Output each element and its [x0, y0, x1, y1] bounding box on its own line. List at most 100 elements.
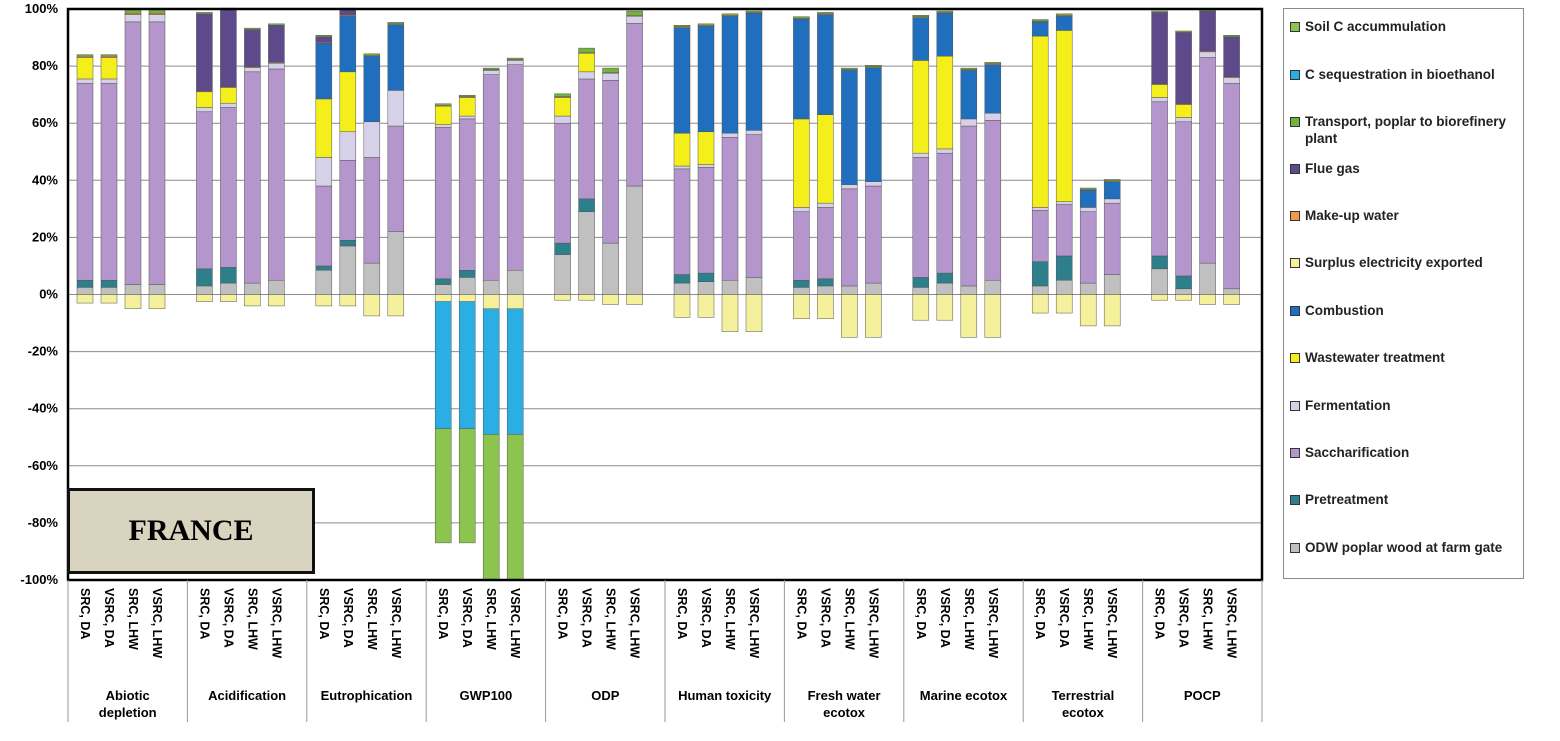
- bar-segment: Saccharification: [984, 120, 1002, 281]
- bar-segment: Flue gas: [339, 9, 357, 16]
- bar-segment: Pretreatment: [912, 277, 930, 288]
- bar-segment: Fermentation: [315, 157, 333, 187]
- bar-segment: ODW poplar wood at farm gate: [1055, 279, 1073, 295]
- bar-segment: ODW poplar wood at farm gate: [315, 269, 333, 295]
- bar-segment: Fermentation: [268, 62, 285, 70]
- bar-segment: Saccharification: [363, 157, 381, 264]
- bar-segment: Combustion: [673, 27, 691, 134]
- bar-segment: Combustion: [936, 13, 954, 57]
- legend-label: Saccharification: [1305, 445, 1410, 460]
- bar-segment: Fermentation: [984, 112, 1002, 121]
- bar-segment: Combustion: [1079, 190, 1097, 208]
- bar-segment: Transport, poplar to biorefinery plant: [602, 67, 619, 73]
- bar-segment: Transport, poplar to biorefinery plant: [817, 12, 834, 15]
- bar-segment: Surplus electricity exported: [1103, 294, 1121, 327]
- bar-segment: ODW poplar wood at farm gate: [745, 277, 763, 295]
- bar-segment: Wastewater treatment: [434, 105, 452, 125]
- region-label-box: FRANCE: [67, 488, 315, 574]
- legend-item: Surplus electricity exported: [1290, 254, 1522, 271]
- bar-segment: ODW poplar wood at farm gate: [793, 287, 810, 295]
- bar-segment: C sequestration in bioethanol: [482, 308, 500, 435]
- legend-swatch: [1290, 543, 1300, 553]
- bar-segment: Saccharification: [817, 207, 834, 280]
- x-tick-label: VSRC, LHW: [1105, 588, 1119, 658]
- legend-label: Combustion: [1305, 303, 1384, 318]
- bar-segment: Combustion: [865, 67, 882, 182]
- y-tick-label: 0%: [39, 287, 58, 302]
- bar-segment: Combustion: [387, 24, 405, 91]
- bar-segment: ODW poplar wood at farm gate: [554, 254, 571, 295]
- bar-segment: Pretreatment: [1055, 255, 1073, 281]
- bar-segment: Fermentation: [1079, 207, 1097, 212]
- bar-segment: ODW poplar wood at farm gate: [1199, 262, 1216, 295]
- x-tick-label: VSRC, DA: [1177, 588, 1191, 648]
- legend-swatch: [1290, 401, 1300, 411]
- y-tick-label: -20%: [28, 344, 59, 359]
- group-label: Human toxicity: [678, 688, 772, 703]
- bar-segment: Fermentation: [482, 70, 500, 75]
- x-tick-label: SRC, LHW: [245, 588, 259, 650]
- bar-segment: ODW poplar wood at farm gate: [1175, 288, 1192, 295]
- bar-segment: Surplus electricity exported: [1079, 294, 1097, 327]
- bar-segment: Fermentation: [602, 72, 619, 81]
- bar-segment: C sequestration in bioethanol: [434, 301, 452, 429]
- x-tick-label: SRC, LHW: [365, 588, 379, 650]
- x-tick-label: SRC, LHW: [484, 588, 498, 650]
- bar-segment: Flue gas: [220, 9, 237, 87]
- bar-segment: Transport, poplar to biorefinery plant: [960, 67, 978, 70]
- bar-segment: Transport, poplar to biorefinery plant: [984, 62, 1002, 65]
- bar-segment: Combustion: [1103, 181, 1121, 200]
- bar-segment: Wastewater treatment: [1175, 104, 1192, 118]
- x-tick-label: SRC, DA: [436, 588, 450, 639]
- bar-segment: Flue gas: [268, 25, 285, 63]
- group-label: POCP: [1184, 688, 1221, 703]
- bar-segment: ODW poplar wood at farm gate: [268, 279, 285, 295]
- x-tick-label: SRC, DA: [78, 588, 92, 639]
- bar-segment: Pretreatment: [697, 272, 715, 282]
- bar-segment: Surplus electricity exported: [865, 294, 882, 338]
- y-tick-label: 20%: [32, 229, 58, 244]
- bar-segment: Saccharification: [1223, 82, 1240, 290]
- bar-segment: Pretreatment: [578, 198, 595, 212]
- bar-segment: Surplus electricity exported: [363, 294, 381, 317]
- x-tick-label: VSRC, DA: [221, 588, 235, 648]
- bar-segment: Transport, poplar to biorefinery plant: [697, 23, 715, 26]
- x-tick-label: VSRC, LHW: [389, 588, 403, 658]
- x-tick-label: SRC, DA: [317, 588, 331, 639]
- bar-segment: Fermentation: [244, 67, 261, 73]
- region-label: FRANCE: [128, 514, 254, 547]
- bar-segment: ODW poplar wood at farm gate: [817, 285, 834, 295]
- bar-segment: ODW poplar wood at farm gate: [602, 242, 619, 295]
- bar-segment: Pretreatment: [220, 267, 237, 284]
- legend-swatch: [1290, 306, 1300, 316]
- bar-segment: Saccharification: [244, 71, 261, 284]
- bar-segment: Fermentation: [76, 78, 94, 84]
- legend-item: Wastewater treatment: [1290, 349, 1522, 366]
- bar-segment: Saccharification: [434, 127, 452, 280]
- bar-segment: Wastewater treatment: [196, 91, 213, 108]
- legend-label: Transport, poplar to biorefinery plant: [1305, 114, 1507, 146]
- x-tick-label: SRC, LHW: [604, 588, 618, 650]
- bar-segment: Pretreatment: [196, 268, 213, 287]
- x-tick-label: SRC, LHW: [723, 588, 737, 650]
- bar-segment: ODW poplar wood at farm gate: [984, 279, 1002, 295]
- bar-segment: Saccharification: [1175, 121, 1192, 277]
- x-tick-label: VSRC, DA: [460, 588, 474, 648]
- bar-segment: Transport, poplar to biorefinery plant: [1079, 187, 1097, 190]
- bar-segment: Wastewater treatment: [673, 132, 691, 167]
- bar-segment: Surplus electricity exported: [506, 294, 524, 310]
- bar-segment: Flue gas: [1199, 10, 1216, 52]
- bar-segment: Saccharification: [912, 157, 930, 278]
- bar-segment: ODW poplar wood at farm gate: [865, 282, 882, 295]
- bar-segment: ODW poplar wood at farm gate: [244, 282, 261, 295]
- y-tick-label: 100%: [25, 1, 59, 16]
- bar-segment: Soil C accummulation: [482, 434, 500, 581]
- bar-segment: Transport, poplar to biorefinery plant: [387, 22, 405, 25]
- legend-swatch: [1290, 211, 1300, 221]
- legend-label: Wastewater treatment: [1305, 350, 1445, 365]
- x-tick-label: VSRC, LHW: [866, 588, 880, 658]
- bars: ODW poplar wood at farm gatePretreatment…: [76, 7, 1240, 581]
- bar-segment: Combustion: [1031, 21, 1049, 37]
- bar-segment: Pretreatment: [76, 279, 94, 288]
